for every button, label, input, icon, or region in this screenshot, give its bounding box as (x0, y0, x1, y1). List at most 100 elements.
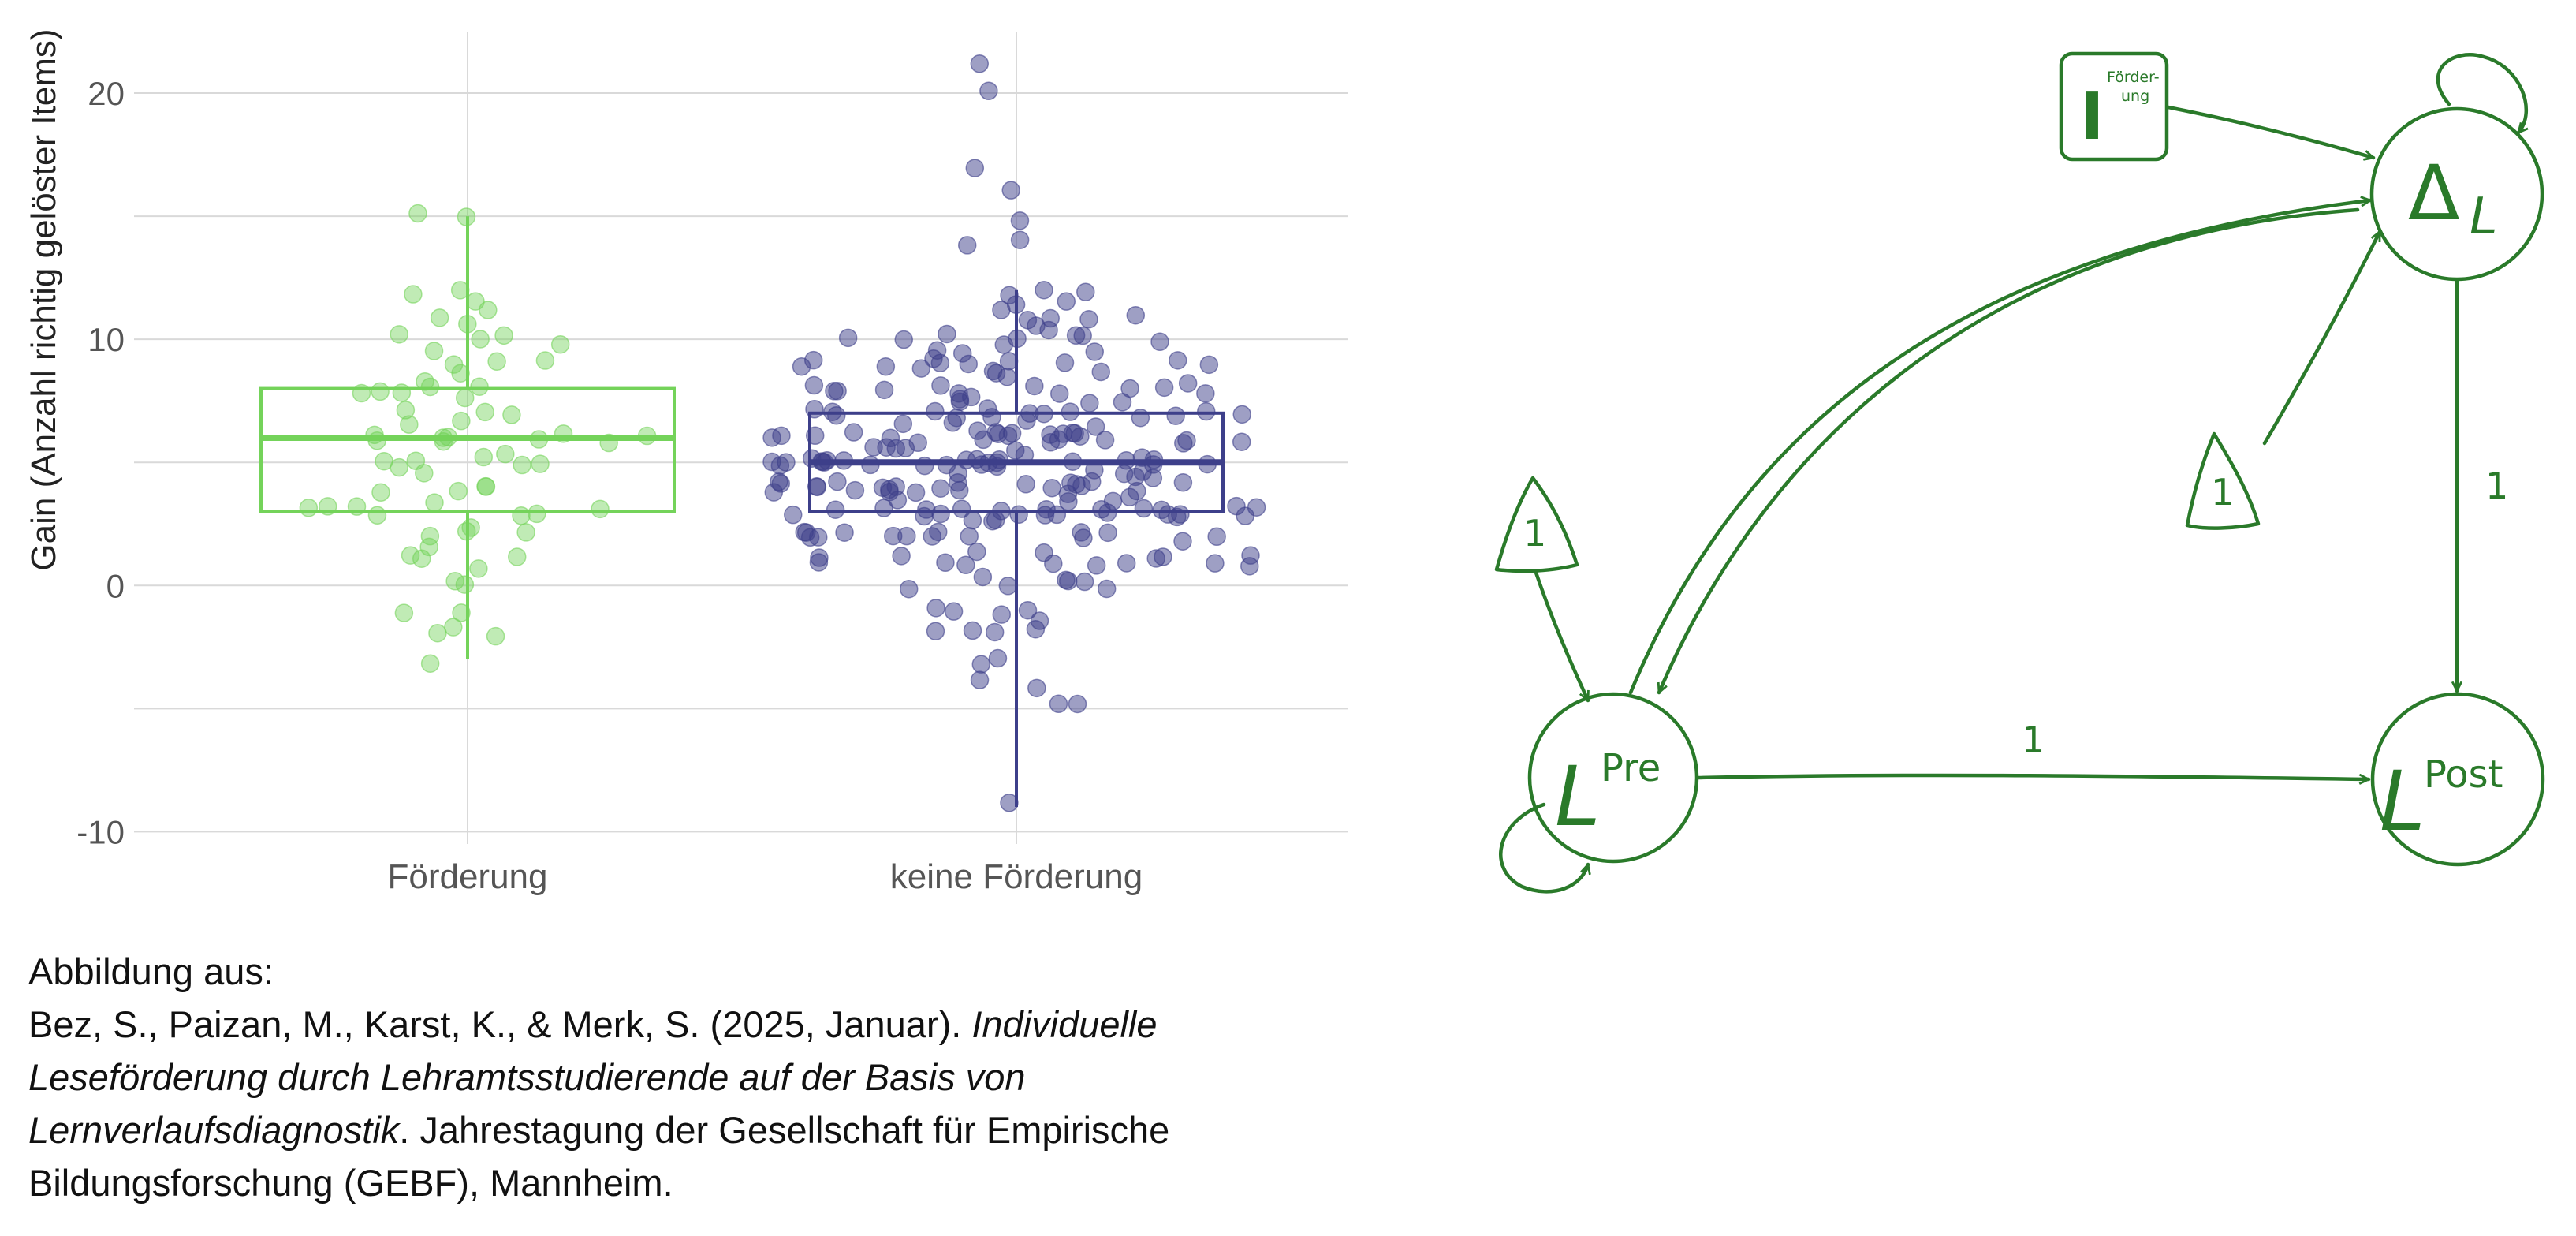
data-point (412, 549, 431, 568)
data-point (911, 359, 931, 378)
data-point (926, 401, 945, 421)
node-post-sup: Post (2424, 752, 2503, 797)
data-point (1082, 472, 1102, 491)
data-point (906, 483, 926, 502)
data-point (1117, 554, 1136, 573)
data-point (1232, 432, 1251, 451)
data-point (963, 621, 982, 640)
data-point (899, 579, 919, 599)
data-point (1098, 523, 1117, 543)
data-point (425, 493, 444, 512)
y-axis-label: Gain (Anzahl richtig gelöster Items) (24, 28, 63, 570)
data-point (1080, 394, 1099, 413)
data-point (1009, 505, 1028, 525)
data-point (419, 537, 438, 557)
data-point (874, 499, 893, 517)
data-point (876, 357, 896, 376)
data-point (430, 308, 449, 327)
data-point (845, 480, 865, 500)
data-point (983, 361, 1003, 381)
caption-venue-part-1: . Jahrestagung der Gesellschaft für Empi… (399, 1109, 1170, 1151)
data-point (445, 572, 464, 591)
node-intervention-sup1: Förder- (2107, 69, 2160, 86)
data-point (926, 599, 945, 618)
data-point (888, 491, 908, 510)
data-point (1085, 342, 1105, 361)
y-tick-label: -10 (76, 813, 125, 850)
data-point (950, 392, 970, 412)
data-point (1057, 570, 1076, 590)
data-point (452, 603, 471, 622)
data-point (1166, 406, 1185, 425)
node-pre-sup: Pre (1601, 746, 1661, 790)
data-point (1016, 475, 1035, 494)
data-point (1095, 431, 1115, 450)
data-point (1071, 427, 1090, 446)
data-point (956, 555, 975, 575)
data-point (471, 330, 490, 349)
data-point (988, 648, 1008, 668)
data-point (1027, 678, 1046, 698)
box (259, 386, 676, 513)
data-point (1168, 351, 1187, 370)
data-point (943, 413, 963, 432)
data-point (924, 349, 943, 368)
edge-const-pre-to-pre (1534, 570, 1590, 700)
data-point (965, 159, 985, 177)
data-point (970, 54, 990, 73)
data-point (1076, 282, 1095, 301)
data-points (299, 54, 1266, 812)
node-delta-label: Δ (2408, 149, 2460, 237)
data-point (992, 301, 1011, 319)
data-point (960, 527, 979, 546)
data-point (371, 483, 390, 502)
triangle-const-delta (2185, 431, 2261, 530)
node-pre-label: L (1555, 749, 1601, 845)
data-point (367, 506, 387, 525)
data-point (1068, 694, 1087, 714)
data-point (475, 402, 494, 422)
data-point (455, 575, 475, 594)
data-point (957, 236, 977, 255)
data-point (1120, 487, 1139, 507)
edge-intervention-to-delta (2166, 105, 2373, 158)
data-point (455, 388, 475, 408)
data-point (394, 603, 414, 622)
data-point (396, 401, 416, 420)
data-point (1126, 305, 1146, 325)
data-point (299, 499, 319, 517)
data-point (1206, 554, 1225, 573)
data-point (392, 383, 412, 402)
data-point (1073, 326, 1092, 345)
caption-authors: Bez, S., Paizan, M., Karst, K., & Merk, … (28, 1003, 972, 1045)
x-category-label: keine Förderung (890, 857, 1143, 896)
data-point (1010, 211, 1030, 230)
data-point (408, 204, 427, 223)
data-point (1002, 424, 1022, 443)
data-point (926, 622, 945, 640)
data-point (470, 377, 489, 396)
data-point (963, 510, 982, 530)
boxes (259, 216, 1225, 808)
data-point (508, 547, 527, 566)
data-point (1026, 619, 1046, 639)
data-point (451, 364, 470, 383)
data-point (390, 325, 408, 344)
data-point (476, 477, 496, 496)
data-point (535, 351, 555, 370)
node-intervention-sup2: ung (2121, 88, 2149, 105)
data-point (1113, 393, 1132, 412)
data-point (1074, 528, 1093, 547)
data-point (1247, 498, 1266, 517)
data-point (486, 626, 505, 646)
node-post-label: L (2380, 753, 2425, 850)
data-point (502, 405, 521, 424)
data-point (420, 377, 440, 397)
data-point (1057, 292, 1076, 311)
data-point (931, 376, 950, 395)
data-point (1053, 424, 1073, 443)
data-point (1001, 181, 1020, 200)
data-point (792, 357, 811, 376)
data-point (474, 447, 494, 467)
data-point (938, 324, 956, 344)
